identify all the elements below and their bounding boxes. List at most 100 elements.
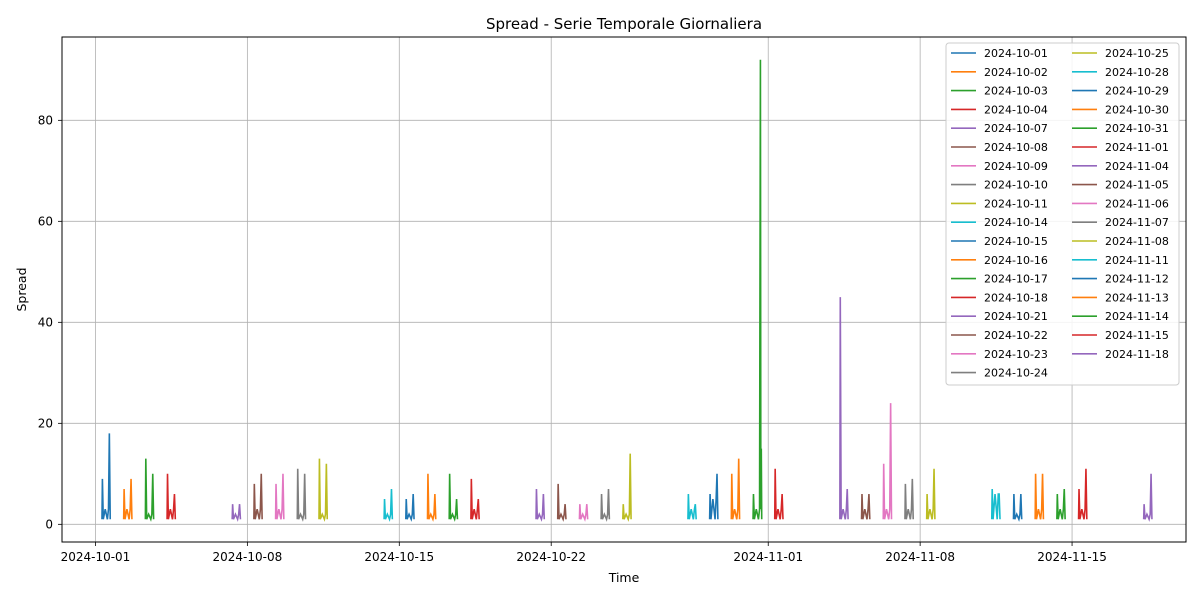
x-tick-label: 2024-11-08 (885, 550, 955, 564)
series-line-2024-10-02 (122, 478, 133, 520)
series-line-2024-11-14 (1056, 488, 1066, 520)
legend-entry: 2024-11-01 (1072, 141, 1169, 154)
y-tick-label: 60 (38, 214, 53, 228)
legend-entry: 2024-10-01 (951, 47, 1048, 60)
y-tick-label: 80 (38, 113, 53, 127)
series-line-2024-11-06 (882, 403, 893, 520)
legend-label: 2024-11-01 (1105, 141, 1169, 154)
y-tick-label: 40 (38, 315, 53, 329)
x-tick-label: 2024-10-22 (516, 550, 586, 564)
legend-label: 2024-11-13 (1105, 291, 1169, 304)
legend-label: 2024-10-10 (984, 179, 1048, 192)
series-line-2024-11-13 (1034, 473, 1045, 520)
legend-label: 2024-10-21 (984, 310, 1048, 323)
series-line-2024-10-31 (752, 59, 763, 520)
legend-entry: 2024-11-08 (1072, 235, 1169, 248)
x-tick-label: 2024-10-01 (61, 550, 131, 564)
y-axis-ticks: 0 20 40 60 80 (38, 113, 62, 531)
series-line-2024-10-28 (687, 493, 697, 520)
legend-label: 2024-10-31 (1105, 122, 1169, 135)
legend-label: 2024-10-23 (984, 348, 1048, 361)
legend-entry: 2024-10-11 (951, 197, 1048, 210)
legend-entry: 2024-11-07 (1072, 216, 1169, 229)
legend-entry: 2024-10-10 (951, 179, 1048, 192)
legend-label: 2024-10-03 (984, 85, 1048, 98)
legend-entry: 2024-10-15 (951, 235, 1048, 248)
y-tick-label: 0 (45, 517, 53, 531)
series-lines (101, 59, 1153, 522)
legend-entry: 2024-10-21 (951, 310, 1048, 323)
legend-entry: 2024-10-16 (951, 254, 1048, 267)
legend-entry: 2024-10-14 (951, 216, 1048, 229)
series-line-2024-10-22 (556, 483, 567, 522)
series-line-2024-10-17 (448, 473, 459, 522)
series-line-2024-10-08 (253, 473, 263, 520)
series-line-2024-11-15 (1077, 468, 1088, 520)
legend-entry: 2024-10-08 (951, 141, 1048, 154)
legend-label: 2024-10-25 (1105, 47, 1169, 60)
legend: 2024-10-01 2024-10-02 2024-10-03 2024-10-04… (945, 42, 1180, 386)
legend-label: 2024-10-16 (984, 254, 1048, 267)
series-line-2024-11-11 (990, 488, 1001, 520)
legend-entry: 2024-10-22 (951, 329, 1048, 342)
legend-label: 2024-10-24 (984, 367, 1048, 380)
legend-entry: 2024-11-06 (1072, 197, 1169, 210)
series-line-2024-10-16 (426, 473, 437, 522)
legend-label: 2024-10-22 (984, 329, 1048, 342)
legend-entry: 2024-10-31 (1072, 122, 1169, 135)
series-line-2024-10-07 (231, 504, 242, 522)
legend-label: 2024-11-04 (1105, 160, 1169, 173)
legend-label: 2024-10-14 (984, 216, 1048, 229)
legend-label: 2024-10-11 (984, 197, 1048, 210)
series-line-2024-11-05 (860, 493, 871, 520)
series-line-2024-10-21 (535, 488, 546, 522)
legend-entry: 2024-10-23 (951, 348, 1048, 361)
legend-label: 2024-10-09 (984, 160, 1048, 173)
legend-label: 2024-11-06 (1105, 197, 1169, 210)
legend-label: 2024-10-29 (1105, 85, 1169, 98)
legend-label: 2024-10-17 (984, 273, 1048, 286)
legend-entry: 2024-10-18 (951, 291, 1048, 304)
x-tick-label: 2024-11-15 (1037, 550, 1107, 564)
x-tick-label: 2024-11-01 (733, 550, 803, 564)
legend-label: 2024-11-15 (1105, 329, 1169, 342)
series-line-2024-10-11 (318, 458, 329, 522)
series-line-2024-11-18 (1142, 473, 1153, 522)
legend-label: 2024-10-18 (984, 291, 1048, 304)
legend-label: 2024-10-01 (984, 47, 1048, 60)
legend-entry: 2024-11-12 (1072, 273, 1169, 286)
legend-label: 2024-11-08 (1105, 235, 1169, 248)
legend-entry: 2024-10-04 (951, 103, 1048, 116)
series-line-2024-10-09 (274, 473, 285, 520)
series-line-2024-10-03 (144, 458, 155, 522)
legend-label: 2024-11-07 (1105, 216, 1169, 229)
legend-label: 2024-10-02 (984, 66, 1048, 79)
series-line-2024-10-29 (708, 473, 719, 520)
series-line-2024-10-18 (470, 478, 480, 520)
legend-entry: 2024-10-29 (1072, 85, 1169, 98)
legend-entry: 2024-10-03 (951, 85, 1048, 98)
legend-entry: 2024-11-18 (1072, 348, 1169, 361)
series-line-2024-10-14 (383, 488, 394, 522)
legend-entry: 2024-10-07 (951, 122, 1048, 135)
series-line-2024-10-10 (296, 468, 307, 522)
series-line-2024-10-01 (101, 433, 112, 520)
legend-entry: 2024-10-25 (1072, 47, 1169, 60)
series-line-2024-10-24 (600, 488, 611, 522)
legend-label: 2024-10-08 (984, 141, 1048, 154)
series-line-2024-11-01 (773, 468, 784, 520)
legend-entry: 2024-11-04 (1072, 160, 1169, 173)
x-tick-label: 2024-10-15 (364, 550, 434, 564)
legend-label: 2024-10-07 (984, 122, 1048, 135)
legend-label: 2024-11-11 (1105, 254, 1169, 267)
legend-label: 2024-10-28 (1105, 66, 1169, 79)
legend-label: 2024-10-15 (984, 235, 1048, 248)
legend-entry: 2024-11-11 (1072, 254, 1169, 267)
legend-label: 2024-11-18 (1105, 348, 1169, 361)
chart-title: Spread - Serie Temporale Giornaliera (486, 15, 762, 33)
legend-entry: 2024-10-02 (951, 66, 1048, 79)
legend-entry: 2024-10-28 (1072, 66, 1169, 79)
legend-entry: 2024-10-30 (1072, 103, 1169, 116)
legend-entry: 2024-10-17 (951, 273, 1048, 286)
